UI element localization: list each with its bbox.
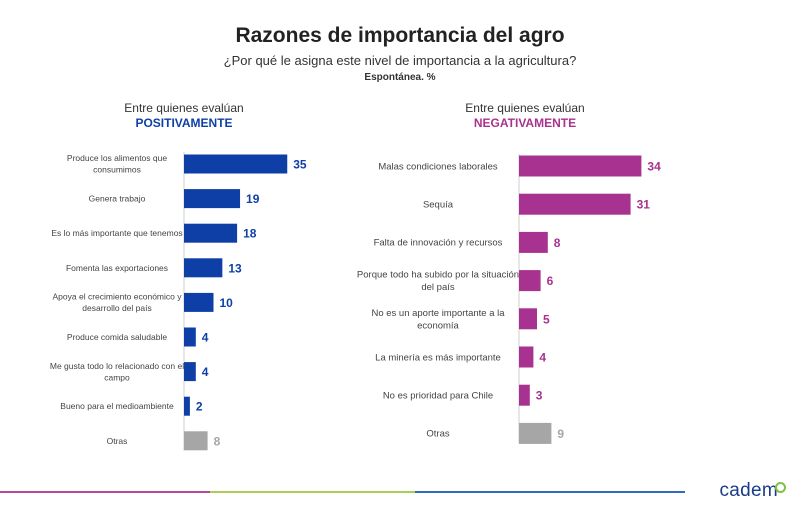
category-label-0-7: Bueno para el medioambiente — [60, 401, 174, 411]
category-label-1-1: Sequía — [423, 200, 454, 211]
bar-0-6 — [184, 362, 196, 382]
bar-1-4 — [519, 308, 537, 330]
bar-0-3 — [184, 258, 223, 278]
category-label-line-0-0-1: consumimos — [93, 165, 141, 175]
value-label-1-4: 5 — [543, 312, 550, 326]
category-label-line-1-1-0: Sequía — [423, 200, 454, 211]
right-panel-header-line1: Entre quienes evalúan — [465, 101, 585, 115]
value-label-1-2: 8 — [554, 236, 561, 250]
category-label-line-1-4-1: economía — [417, 320, 459, 331]
right-panel-header-line2: NEGATIVAMENTE — [473, 116, 577, 130]
category-label-line-1-3-0: Porque todo ha subido por la situación — [357, 270, 519, 281]
left-panel-header-line1: Entre quienes evalúan — [124, 101, 244, 115]
category-label-1-7: Otras — [426, 429, 449, 440]
chart-subtitle: ¿Por qué le asigna este nivel de importa… — [223, 53, 577, 68]
logo-dot-icon — [775, 482, 786, 493]
category-label-0-6: Me gusta todo lo relacionado con el campo — [50, 361, 184, 383]
value-label-0-3: 13 — [228, 261, 242, 275]
category-label-0-5: Produce comida saludable — [67, 332, 167, 342]
bar-0-1 — [184, 189, 241, 209]
category-label-line-1-5-0: La minería es más importante — [375, 352, 501, 363]
right-panel-header: Entre quienes evalúan NEGATIVAMENTE — [405, 101, 645, 131]
category-label-line-0-6-1: campo — [104, 372, 130, 382]
category-label-line-0-4-0: Apoya el crecimiento económico y — [53, 292, 183, 302]
category-label-1-2: Falta de innovación y recursos — [374, 238, 503, 249]
left-bar-chart: 35 Produce los alimentos que consumimos 19 G… — [50, 152, 307, 451]
category-label-line-0-4-1: desarrollo del país — [82, 303, 151, 313]
value-label-1-6: 3 — [536, 389, 543, 403]
category-label-1-0: Malas condiciones laborales — [378, 161, 498, 172]
bar-1-3 — [519, 270, 541, 292]
category-label-0-1: Genera trabajo — [89, 194, 146, 204]
value-label-0-1: 19 — [246, 192, 260, 206]
category-label-line-0-5-0: Produce comida saludable — [67, 332, 167, 342]
bar-0-4 — [184, 292, 214, 312]
chart-title: Razones de importancia del agro — [235, 24, 565, 47]
value-label-0-4: 10 — [220, 296, 234, 310]
category-label-line-1-4-0: No es un aporte importante a la — [371, 308, 505, 319]
value-label-0-6: 4 — [202, 365, 209, 379]
category-label-0-8: Otras — [107, 436, 128, 446]
category-label-line-1-6-0: No es prioridad para Chile — [383, 391, 493, 402]
category-label-line-1-0-0: Malas condiciones laborales — [378, 161, 498, 172]
bar-1-7 — [519, 422, 552, 444]
category-label-1-5: La minería es más importante — [375, 352, 501, 363]
category-label-line-0-0-0: Produce los alimentos que — [67, 153, 167, 163]
category-label-line-0-7-0: Bueno para el medioambiente — [60, 401, 174, 411]
category-label-1-3: Porque todo ha subido por la situación de… — [357, 270, 519, 294]
bar-0-0 — [184, 154, 288, 174]
cadem-logo: cadem — [719, 480, 778, 501]
bar-1-1 — [519, 193, 631, 215]
bar-1-5 — [519, 346, 534, 368]
value-label-1-0: 34 — [647, 160, 661, 174]
category-label-0-4: Apoya el crecimiento económico y desarrol… — [53, 292, 183, 314]
bar-0-5 — [184, 327, 196, 347]
value-label-1-7: 9 — [557, 427, 564, 441]
value-label-1-3: 6 — [547, 274, 554, 288]
category-label-line-1-7-0: Otras — [426, 429, 449, 440]
bar-1-6 — [519, 384, 530, 406]
bar-1-2 — [519, 231, 548, 253]
category-label-line-0-8-0: Otras — [107, 436, 128, 446]
bar-1-0 — [519, 155, 642, 177]
category-label-line-0-3-0: Fomenta las exportaciones — [66, 263, 168, 273]
value-label-0-7: 2 — [196, 400, 203, 414]
left-panel-header: Entre quienes evalúan POSITIVAMENTE — [64, 101, 304, 131]
chart-note: Espontánea. % — [364, 72, 436, 83]
value-label-1-1: 31 — [637, 198, 651, 212]
category-label-line-0-6-0: Me gusta todo lo relacionado con el — [50, 361, 184, 371]
category-label-0-0: Produce los alimentos que consumimos — [67, 153, 167, 175]
category-label-line-1-3-1: del país — [421, 282, 455, 293]
category-label-1-6: No es prioridad para Chile — [383, 391, 493, 402]
category-label-1-4: No es un aporte importante a la economía — [371, 308, 505, 332]
bar-0-8 — [184, 431, 208, 451]
value-label-1-5: 4 — [539, 351, 546, 365]
category-label-0-3: Fomenta las exportaciones — [66, 263, 168, 273]
bottom-divider — [0, 491, 685, 493]
left-panel-header-line2: POSITIVAMENTE — [135, 116, 233, 130]
value-label-0-8: 8 — [214, 434, 221, 448]
value-label-0-5: 4 — [202, 331, 209, 345]
bar-0-2 — [184, 223, 238, 243]
category-label-line-0-1-0: Genera trabajo — [89, 194, 146, 204]
value-label-0-2: 18 — [243, 227, 257, 241]
value-label-0-0: 35 — [293, 158, 307, 172]
bar-0-7 — [184, 396, 190, 416]
category-label-0-2: Es lo más importante que tenemos — [51, 228, 182, 238]
category-label-line-0-2-0: Es lo más importante que tenemos — [51, 228, 182, 238]
category-label-line-1-2-0: Falta de innovación y recursos — [374, 238, 503, 249]
